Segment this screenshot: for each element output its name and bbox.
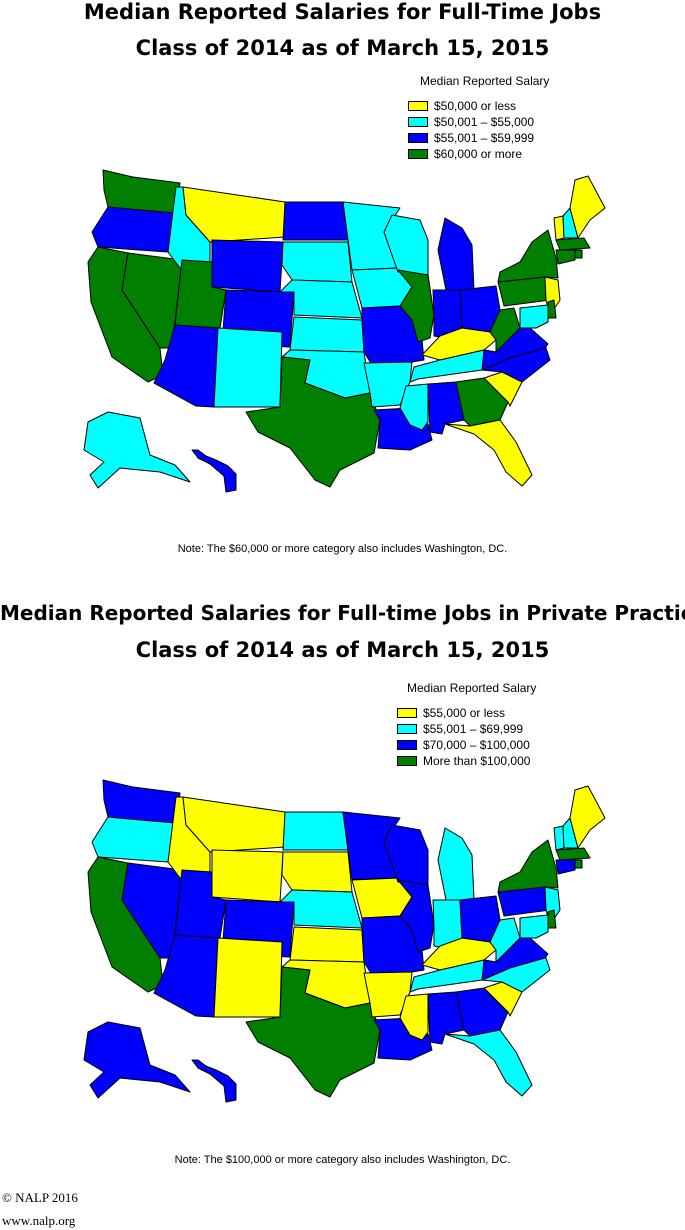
state-mi bbox=[437, 217, 475, 291]
state-mt bbox=[182, 796, 286, 853]
state-nd bbox=[282, 811, 349, 851]
state-ar bbox=[363, 361, 413, 408]
legend-label: $50,000 or less bbox=[434, 98, 517, 113]
legend-item: $70,000 – $100,000 bbox=[397, 737, 536, 752]
state-il bbox=[397, 879, 435, 953]
state-sc bbox=[483, 981, 523, 1017]
website-url: www.nalp.org bbox=[2, 1213, 76, 1228]
map1-note: Note: The $60,000 or more category also … bbox=[177, 543, 508, 555]
legend-label: $55,001 – $69,999 bbox=[423, 721, 524, 736]
state-sd bbox=[281, 851, 353, 893]
state-wy bbox=[211, 849, 284, 903]
legend-item: $50,001 – $55,000 bbox=[408, 114, 549, 129]
state-me bbox=[569, 785, 606, 849]
legend-label: $70,000 – $100,000 bbox=[423, 737, 530, 752]
state-ri bbox=[574, 859, 583, 869]
legend-label: $55,001 – $59,999 bbox=[434, 130, 535, 145]
state-ne bbox=[279, 279, 363, 319]
legend-title: Median Reported Salary bbox=[407, 681, 537, 695]
state-ak bbox=[83, 411, 191, 489]
state-md bbox=[519, 914, 549, 939]
state-de bbox=[547, 909, 557, 929]
legend-swatch bbox=[408, 132, 428, 143]
state-ny bbox=[497, 839, 559, 893]
map1-legend: Median Reported Salary $50,000 or less $… bbox=[408, 74, 549, 162]
state-fl bbox=[444, 419, 533, 487]
map2-legend: Median Reported Salary $55,000 or less $… bbox=[397, 681, 536, 769]
map1-us-map bbox=[83, 169, 606, 493]
legend-item: $55,000 or less bbox=[397, 705, 536, 720]
legend-label: $55,000 or less bbox=[423, 705, 506, 720]
state-ct bbox=[555, 859, 576, 875]
legend-swatch bbox=[397, 707, 417, 718]
map2-subtitle: Class of 2014 as of March 15, 2015 bbox=[135, 638, 550, 662]
state-ks bbox=[289, 316, 365, 353]
legend-label: More than $100,000 bbox=[423, 753, 531, 768]
state-nm bbox=[213, 937, 283, 1018]
copyright: © NALP 2016 bbox=[2, 1190, 78, 1205]
state-ct bbox=[555, 249, 576, 265]
state-hi bbox=[191, 1059, 237, 1103]
legend-label: $50,001 – $55,000 bbox=[434, 114, 535, 129]
state-wa bbox=[102, 779, 181, 824]
state-mt bbox=[182, 186, 286, 243]
state-me bbox=[569, 175, 606, 239]
legend-swatch bbox=[397, 755, 417, 766]
state-or bbox=[91, 816, 177, 863]
state-ri bbox=[574, 249, 583, 259]
legend-swatch bbox=[397, 739, 417, 750]
legend-item: $55,001 – $69,999 bbox=[397, 721, 536, 736]
legend-item: $60,000 or more bbox=[408, 146, 549, 161]
state-ny bbox=[497, 229, 559, 283]
state-ks bbox=[289, 926, 365, 963]
state-tx bbox=[245, 966, 381, 1098]
state-de bbox=[547, 299, 557, 319]
state-ak bbox=[83, 1021, 191, 1099]
state-sc bbox=[483, 371, 523, 407]
map2-us-map bbox=[83, 779, 606, 1103]
state-il bbox=[397, 269, 435, 343]
state-ma bbox=[555, 847, 591, 861]
state-mi bbox=[437, 827, 475, 901]
map1-subtitle: Class of 2014 as of March 15, 2015 bbox=[135, 36, 550, 60]
legend-label: $60,000 or more bbox=[434, 146, 523, 161]
legend-title: Median Reported Salary bbox=[420, 74, 550, 88]
map2-note: Note: The $100,000 or more category also… bbox=[174, 1154, 511, 1166]
legend-item: $50,000 or less bbox=[408, 98, 549, 113]
state-sd bbox=[281, 241, 353, 283]
state-fl bbox=[444, 1029, 533, 1097]
state-md bbox=[519, 304, 549, 329]
state-nd bbox=[282, 201, 349, 241]
state-hi bbox=[191, 449, 237, 493]
map2-title: Median Reported Salaries for Full-time J… bbox=[0, 601, 685, 625]
state-wa bbox=[102, 169, 181, 214]
state-nm bbox=[213, 327, 283, 408]
state-vt bbox=[553, 215, 565, 241]
state-wy bbox=[211, 239, 284, 293]
state-tx bbox=[245, 356, 381, 488]
legend-item: $55,001 – $59,999 bbox=[408, 130, 549, 145]
legend-item: More than $100,000 bbox=[397, 753, 536, 768]
legend-swatch bbox=[408, 100, 428, 111]
legend-swatch bbox=[408, 116, 428, 127]
state-ma bbox=[555, 237, 591, 251]
legend-swatch bbox=[408, 148, 428, 159]
state-ne bbox=[279, 889, 363, 929]
state-or bbox=[91, 206, 177, 253]
map1-title: Median Reported Salaries for Full-Time J… bbox=[83, 0, 602, 24]
legend-swatch bbox=[397, 723, 417, 734]
state-ar bbox=[363, 971, 413, 1018]
state-vt bbox=[553, 825, 565, 851]
